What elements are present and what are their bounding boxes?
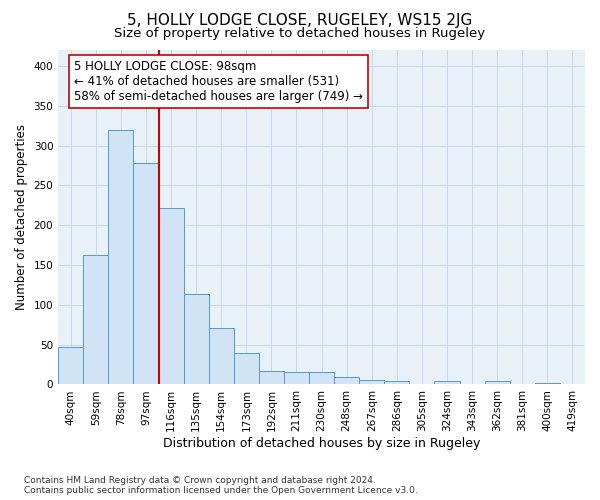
- Text: Contains HM Land Registry data © Crown copyright and database right 2024.
Contai: Contains HM Land Registry data © Crown c…: [24, 476, 418, 495]
- Bar: [334, 378, 359, 384]
- Bar: [309, 372, 334, 384]
- Text: 5, HOLLY LODGE CLOSE, RUGELEY, WS15 2JG: 5, HOLLY LODGE CLOSE, RUGELEY, WS15 2JG: [127, 12, 473, 28]
- Bar: [284, 372, 309, 384]
- Text: 5 HOLLY LODGE CLOSE: 98sqm
← 41% of detached houses are smaller (531)
58% of sem: 5 HOLLY LODGE CLOSE: 98sqm ← 41% of deta…: [74, 60, 363, 103]
- Bar: [434, 382, 460, 384]
- Bar: [58, 347, 83, 385]
- Bar: [359, 380, 385, 384]
- Bar: [158, 208, 184, 384]
- Y-axis label: Number of detached properties: Number of detached properties: [15, 124, 28, 310]
- Bar: [83, 254, 109, 384]
- Bar: [209, 328, 234, 384]
- Text: Size of property relative to detached houses in Rugeley: Size of property relative to detached ho…: [115, 28, 485, 40]
- Bar: [535, 383, 560, 384]
- Bar: [109, 130, 133, 384]
- X-axis label: Distribution of detached houses by size in Rugeley: Distribution of detached houses by size …: [163, 437, 480, 450]
- Bar: [234, 354, 259, 384]
- Bar: [385, 382, 409, 384]
- Bar: [259, 371, 284, 384]
- Bar: [485, 382, 510, 384]
- Bar: [184, 294, 209, 384]
- Bar: [133, 163, 158, 384]
